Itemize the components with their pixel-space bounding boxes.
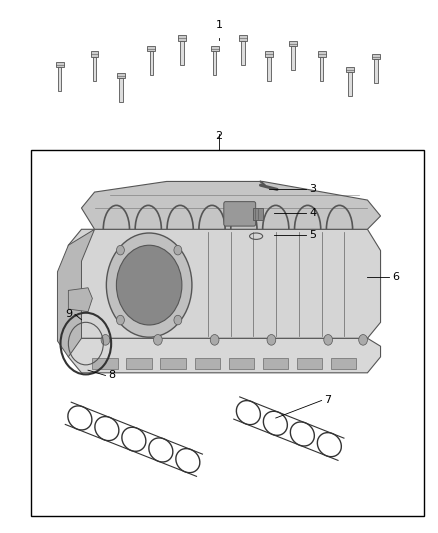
Bar [119,78,123,102]
Text: 1: 1 [215,20,223,30]
Text: 9: 9 [65,309,72,319]
Bar [178,35,186,41]
Text: 6: 6 [392,272,399,282]
FancyBboxPatch shape [224,201,256,226]
Bar [348,72,352,96]
Polygon shape [81,181,381,229]
Circle shape [117,245,124,255]
Text: 4: 4 [309,208,316,219]
Circle shape [106,233,192,337]
Bar [127,358,152,368]
Bar [265,51,273,56]
Bar [291,46,295,70]
Bar [58,67,61,91]
Bar [56,62,64,67]
Bar [241,41,245,64]
Bar [374,59,378,83]
Bar [213,51,216,75]
Polygon shape [57,229,95,357]
Bar [297,358,322,368]
Circle shape [174,245,182,255]
Bar [150,51,153,75]
Text: 5: 5 [309,230,316,240]
Circle shape [117,245,182,325]
Bar [346,67,354,72]
Circle shape [117,316,124,325]
Circle shape [174,316,182,325]
Bar [93,56,96,80]
Circle shape [359,335,367,345]
Polygon shape [68,338,381,373]
Circle shape [267,335,276,345]
Bar [331,358,356,368]
Bar [92,358,118,368]
Bar [91,51,99,56]
Text: 3: 3 [309,184,316,195]
Circle shape [101,335,110,345]
Bar [253,208,263,220]
Text: 7: 7 [325,395,332,406]
Text: 8: 8 [109,370,116,381]
Circle shape [324,335,332,345]
Text: 2: 2 [215,131,223,141]
Bar [318,51,325,56]
Bar [180,41,184,64]
Bar [229,358,254,368]
Bar [117,72,125,78]
Bar [148,46,155,51]
Bar [194,358,220,368]
Polygon shape [68,288,92,312]
Circle shape [153,335,162,345]
Circle shape [210,335,219,345]
Bar [31,150,424,516]
Bar [239,35,247,41]
Bar [289,41,297,46]
Bar [268,56,271,80]
Bar [160,358,186,368]
Bar [320,56,323,80]
Polygon shape [68,229,381,338]
Bar [372,54,380,59]
Bar [211,46,219,51]
Bar [263,358,288,368]
